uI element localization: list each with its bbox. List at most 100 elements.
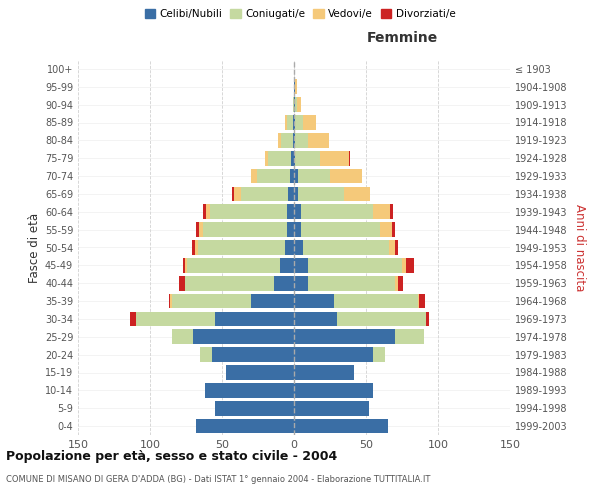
Bar <box>136 312 215 326</box>
Bar <box>294 383 373 398</box>
Bar <box>215 312 294 326</box>
Bar <box>298 168 330 184</box>
Bar <box>418 294 419 308</box>
Bar <box>293 115 294 130</box>
Bar <box>337 312 427 326</box>
Bar <box>197 240 286 255</box>
Bar <box>294 133 295 148</box>
Bar <box>233 186 241 201</box>
Bar <box>288 186 294 201</box>
Bar <box>302 240 389 255</box>
Bar <box>169 294 170 308</box>
Bar <box>179 276 185 290</box>
Bar <box>294 240 302 255</box>
Bar <box>287 115 293 130</box>
Bar <box>212 348 294 362</box>
Bar <box>203 204 206 219</box>
Bar <box>380 222 392 237</box>
Bar <box>344 186 370 201</box>
Bar <box>320 151 349 166</box>
Bar <box>130 312 136 326</box>
Bar <box>294 312 337 326</box>
Bar <box>192 240 194 255</box>
Bar <box>392 222 395 237</box>
Bar <box>389 240 395 255</box>
Bar <box>294 348 373 362</box>
Bar <box>280 258 294 272</box>
Text: COMUNE DI MISANO DI GERA D'ADDA (BG) - Dati ISTAT 1° gennaio 2004 - Elaborazione: COMUNE DI MISANO DI GERA D'ADDA (BG) - D… <box>6 475 430 484</box>
Bar <box>226 365 294 380</box>
Bar <box>203 222 287 237</box>
Bar <box>373 348 385 362</box>
Bar <box>281 133 293 148</box>
Bar <box>294 98 295 112</box>
Bar <box>251 294 294 308</box>
Bar <box>257 168 290 184</box>
Bar <box>294 204 301 219</box>
Bar <box>295 80 297 94</box>
Bar <box>395 276 398 290</box>
Bar <box>185 276 274 290</box>
Bar <box>373 204 391 219</box>
Bar <box>406 258 413 272</box>
Bar <box>241 186 288 201</box>
Bar <box>294 365 355 380</box>
Bar <box>194 240 197 255</box>
Bar <box>298 186 344 201</box>
Bar <box>294 222 301 237</box>
Bar <box>330 168 362 184</box>
Bar <box>290 168 294 184</box>
Bar <box>286 240 294 255</box>
Bar <box>294 151 295 166</box>
Bar <box>205 383 294 398</box>
Bar <box>302 115 316 130</box>
Bar <box>295 151 320 166</box>
Bar <box>308 133 329 148</box>
Bar <box>293 98 294 112</box>
Bar <box>211 204 287 219</box>
Bar <box>172 294 251 308</box>
Bar <box>294 115 295 130</box>
Bar <box>308 258 402 272</box>
Bar <box>419 294 425 308</box>
Bar <box>278 133 281 148</box>
Bar <box>398 276 403 290</box>
Y-axis label: Anni di nascita: Anni di nascita <box>573 204 586 291</box>
Bar <box>268 151 291 166</box>
Bar <box>291 151 294 166</box>
Bar <box>196 419 294 434</box>
Bar <box>294 258 308 272</box>
Bar <box>427 312 430 326</box>
Bar <box>349 151 350 166</box>
Legend: Celibi/Nubili, Coniugati/e, Vedovi/e, Divorziati/e: Celibi/Nubili, Coniugati/e, Vedovi/e, Di… <box>140 5 460 24</box>
Bar <box>193 330 294 344</box>
Text: Femmine: Femmine <box>367 31 437 45</box>
Bar <box>183 258 185 272</box>
Bar <box>199 222 203 237</box>
Bar <box>185 258 187 272</box>
Bar <box>395 330 424 344</box>
Bar <box>295 115 302 130</box>
Bar <box>402 258 406 272</box>
Bar <box>334 294 418 308</box>
Bar <box>170 294 172 308</box>
Bar <box>294 80 295 94</box>
Bar <box>295 98 297 112</box>
Bar <box>294 401 369 415</box>
Bar <box>206 204 211 219</box>
Bar <box>294 294 334 308</box>
Bar <box>200 348 212 362</box>
Bar <box>294 276 308 290</box>
Y-axis label: Fasce di età: Fasce di età <box>28 212 41 282</box>
Bar <box>395 240 398 255</box>
Bar <box>287 222 294 237</box>
Bar <box>232 186 233 201</box>
Bar <box>301 222 380 237</box>
Bar <box>196 222 199 237</box>
Bar <box>287 204 294 219</box>
Bar <box>274 276 294 290</box>
Bar <box>251 168 257 184</box>
Bar <box>286 115 287 130</box>
Text: Popolazione per età, sesso e stato civile - 2004: Popolazione per età, sesso e stato civil… <box>6 450 337 463</box>
Bar <box>172 330 193 344</box>
